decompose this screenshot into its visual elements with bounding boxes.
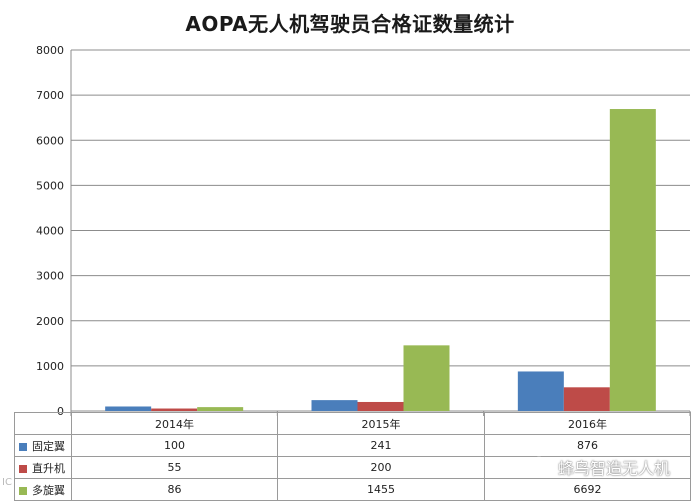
data-label: 200 [277,456,485,479]
data-label: 55 [71,456,278,479]
y-tick-label: 4000 [36,225,64,238]
bar [517,371,564,411]
legend-entry: 固定翼 [14,434,72,457]
y-tick-label: 8000 [36,44,64,57]
category-label: 2015年 [277,412,485,435]
grid-lines [71,49,690,412]
y-tick-label: 1000 [36,360,64,373]
wechat-icon [530,456,551,473]
y-tick-label: 0 [57,405,64,418]
legend-entry: 直升机 [14,456,72,479]
bar [403,345,450,411]
bar [357,401,404,411]
series-name: 固定翼 [32,439,65,453]
series-name: 直升机 [32,461,65,475]
table-row: 直升机 55 200 [14,456,691,479]
data-label: 876 [484,434,691,457]
y-tick-label: 2000 [36,315,64,328]
legend-swatch [19,486,27,495]
bar [311,400,358,411]
chart-title: AOPA无人机驾驶员合格证数量统计 [185,12,515,36]
series-name: 多旋翼 [32,483,65,497]
data-label: 100 [71,434,278,457]
bars [105,109,656,411]
bar [151,408,198,411]
table-row: 多旋翼 86 1455 6692 [14,478,691,501]
category-label: 2016年 [484,412,691,435]
watermark-left: IC [2,477,12,488]
y-tick-label: 7000 [36,89,64,102]
data-label: 1455 [277,478,485,501]
bar [563,387,610,411]
y-tick-label: 3000 [36,270,64,283]
data-label: 86 [71,478,278,501]
y-tick-labels: 0 1000 2000 3000 4000 5000 6000 7000 8000 [36,44,64,418]
y-tick-label: 6000 [36,134,64,147]
data-label: 6692 [484,478,691,501]
legend-swatch [19,464,27,473]
legend-entry: 多旋翼 [14,478,72,501]
bar [197,407,244,411]
y-tick-label: 5000 [36,179,64,192]
category-label: 2014年 [71,412,278,435]
watermark-right: 蜂鸟智造无人机 [558,459,671,478]
legend-swatch [19,442,27,451]
table-row: 固定翼 100 241 876 [14,434,691,457]
axes [70,50,691,416]
bar [609,109,656,411]
table-corner [14,412,72,435]
data-label: 241 [277,434,485,457]
bar [105,406,152,411]
